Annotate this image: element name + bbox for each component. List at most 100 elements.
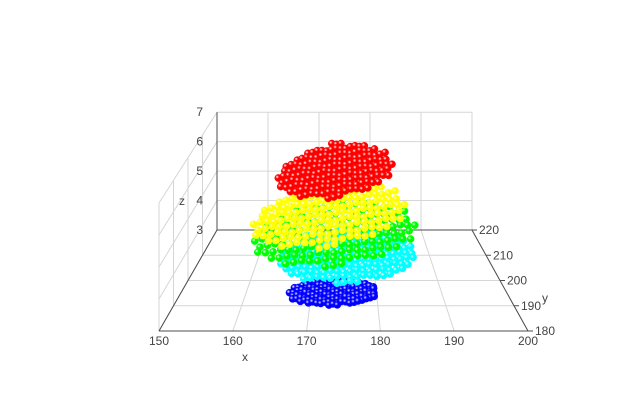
scatter-point xyxy=(330,240,339,249)
scatter-point xyxy=(321,262,329,271)
scatter-point xyxy=(345,200,354,209)
scatter-point xyxy=(295,226,304,235)
scatter-point xyxy=(324,222,332,231)
scatter-point xyxy=(275,254,284,262)
scatter-point xyxy=(261,248,270,257)
scatter-point xyxy=(290,214,299,222)
scatter-point xyxy=(361,251,370,259)
scatter-point xyxy=(368,230,377,239)
scatter-point xyxy=(398,264,407,273)
scatter-point xyxy=(317,216,326,225)
scatter-point xyxy=(373,272,381,281)
scatter-point xyxy=(300,238,309,247)
scatter-point xyxy=(353,218,361,227)
scatter-point xyxy=(304,212,313,221)
scatter-point xyxy=(325,202,334,211)
scatter-point xyxy=(375,230,384,238)
scatter-point xyxy=(381,214,390,223)
z-tick-label: 3 xyxy=(196,223,203,237)
scatter-point xyxy=(322,242,331,251)
scatter-point xyxy=(352,198,361,207)
scatter-point xyxy=(338,234,347,243)
scatter-point xyxy=(249,220,258,229)
y-tick-label: 220 xyxy=(479,223,499,237)
scatter-point xyxy=(395,206,403,215)
scatter-point xyxy=(389,214,397,223)
scatter-point xyxy=(289,220,298,229)
scatter-point xyxy=(384,189,393,197)
scatter-point xyxy=(374,177,383,186)
x-tick-label: 200 xyxy=(518,334,538,348)
scatter-point xyxy=(386,270,395,278)
scatter-point xyxy=(321,255,330,263)
scatter-point xyxy=(332,202,340,210)
scatter-point xyxy=(337,247,346,256)
scatter-point xyxy=(359,204,368,213)
scatter-point xyxy=(363,184,372,192)
scatter-point xyxy=(368,237,377,246)
scatter-point xyxy=(370,145,379,153)
scatter-point xyxy=(346,232,354,240)
scatter-point xyxy=(293,200,302,209)
scatter-point xyxy=(379,271,388,280)
scatter-point xyxy=(365,260,374,269)
scatter-point xyxy=(293,238,301,247)
scatter-point xyxy=(369,244,377,252)
scatter-point xyxy=(253,248,262,256)
scatter-point xyxy=(286,233,295,241)
scatter-point xyxy=(261,224,270,233)
side-grid-z-4 xyxy=(158,200,218,300)
scatter-point xyxy=(353,231,362,240)
scatter-point xyxy=(366,210,375,219)
scatter-point xyxy=(331,228,339,237)
scatter-point xyxy=(377,250,386,259)
scatter-point xyxy=(362,294,371,303)
scatter-point xyxy=(382,229,391,237)
scatter-point xyxy=(283,252,291,260)
scatter-point xyxy=(382,222,391,231)
scatter-point xyxy=(345,212,354,221)
scatter-point xyxy=(352,266,361,274)
floor-left-edge xyxy=(158,229,218,332)
scatter-point xyxy=(371,190,380,198)
scatter-point xyxy=(406,242,415,251)
scatter-point xyxy=(283,214,292,223)
scatter-point xyxy=(372,196,381,205)
x-tick-label: 190 xyxy=(444,334,464,348)
scatter-point xyxy=(313,272,321,281)
scatter-point xyxy=(287,269,296,278)
scatter-point xyxy=(256,218,265,226)
scatter-point xyxy=(273,228,282,236)
scatter-point xyxy=(282,196,290,205)
scatter-point xyxy=(354,297,362,305)
scatter-point xyxy=(268,222,277,231)
scatter-point xyxy=(333,279,341,288)
scatter-point xyxy=(338,226,347,235)
x-tick-label: 150 xyxy=(149,334,169,348)
scatter-point xyxy=(313,198,321,207)
scatter-point xyxy=(366,271,375,280)
scatter-point xyxy=(329,253,338,262)
scatter-point xyxy=(379,195,387,204)
z-tick-label: 4 xyxy=(196,194,203,208)
scatter-point xyxy=(391,187,399,195)
scatter-point xyxy=(376,242,385,251)
side-grid-z-6 xyxy=(158,141,218,236)
scatter-point xyxy=(294,269,302,278)
scatter-point xyxy=(305,205,314,213)
scatter-point xyxy=(272,236,280,245)
side-grid-z-5 xyxy=(158,170,218,268)
y-tick-label: 190 xyxy=(521,299,541,313)
scatter-point xyxy=(391,259,399,267)
scatter-point xyxy=(369,251,378,260)
scatter-point xyxy=(298,206,307,215)
scatter-point xyxy=(353,251,362,260)
scatter-point xyxy=(286,202,295,211)
scatter-point xyxy=(335,191,344,200)
scatter-point xyxy=(365,190,373,199)
y-axis-label: y xyxy=(542,291,548,305)
scatter-point xyxy=(392,242,401,251)
scatter-point xyxy=(263,217,272,225)
scatter-point xyxy=(346,277,355,285)
y-tick-label: 200 xyxy=(507,274,527,288)
